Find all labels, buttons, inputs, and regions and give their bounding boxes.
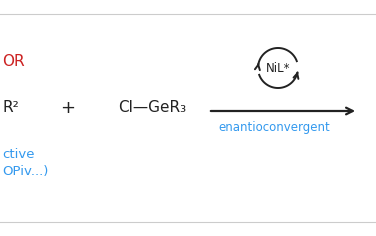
Text: NiL*: NiL* [266, 62, 290, 75]
Text: R²: R² [2, 101, 19, 115]
Text: Cl—GeR₃: Cl—GeR₃ [118, 101, 186, 115]
Text: OPiv...): OPiv...) [2, 165, 49, 178]
Text: OR: OR [2, 54, 24, 68]
Text: ctive: ctive [2, 148, 35, 160]
Text: +: + [61, 99, 76, 117]
Text: enantioconvergent: enantioconvergent [218, 122, 330, 135]
